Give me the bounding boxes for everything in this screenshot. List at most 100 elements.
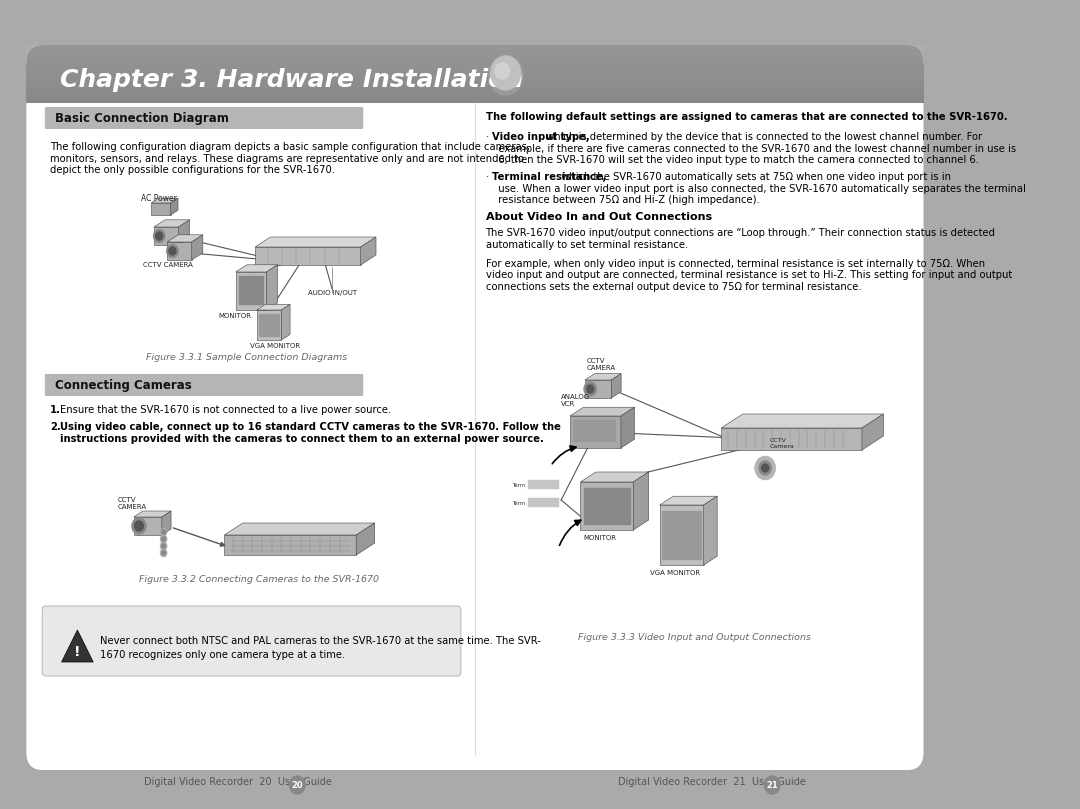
Circle shape <box>162 544 165 548</box>
Polygon shape <box>611 374 621 398</box>
FancyBboxPatch shape <box>26 82 923 83</box>
Polygon shape <box>660 496 717 505</box>
Circle shape <box>759 461 771 475</box>
FancyBboxPatch shape <box>26 61 923 62</box>
FancyBboxPatch shape <box>26 66 923 67</box>
Polygon shape <box>235 265 278 272</box>
Text: 20: 20 <box>292 781 303 790</box>
Text: 1670 recognizes only one camera type at a time.: 1670 recognizes only one camera type at … <box>100 650 346 660</box>
Circle shape <box>488 55 524 95</box>
FancyBboxPatch shape <box>45 374 363 396</box>
FancyBboxPatch shape <box>26 71 923 72</box>
FancyBboxPatch shape <box>26 77 923 78</box>
Circle shape <box>584 382 596 396</box>
FancyBboxPatch shape <box>26 47 923 48</box>
Text: Figure 3.3.2 Connecting Cameras to the SVR-1670: Figure 3.3.2 Connecting Cameras to the S… <box>139 575 379 584</box>
Text: ·: · <box>486 132 491 142</box>
FancyBboxPatch shape <box>26 55 923 56</box>
Circle shape <box>289 776 306 794</box>
Text: ·: · <box>486 172 491 182</box>
Text: Digital Video Recorder  21  User Guide: Digital Video Recorder 21 User Guide <box>619 777 807 787</box>
Text: automatically to set terminal resistance.: automatically to set terminal resistance… <box>486 239 688 249</box>
Text: Ensure that the SVR-1670 is not connected to a live power source.: Ensure that the SVR-1670 is not connecte… <box>59 405 391 415</box>
Polygon shape <box>171 198 178 215</box>
FancyBboxPatch shape <box>26 46 923 47</box>
Polygon shape <box>570 416 621 448</box>
FancyBboxPatch shape <box>26 49 923 50</box>
Polygon shape <box>721 414 883 428</box>
Text: The SVR-1670 video input/output connections are “Loop through.” Their connection: The SVR-1670 video input/output connecti… <box>486 228 996 238</box>
FancyBboxPatch shape <box>26 50 923 51</box>
Text: resistance between 75Ω and Hi-Z (high impedance).: resistance between 75Ω and Hi-Z (high im… <box>491 195 759 205</box>
Polygon shape <box>704 496 717 565</box>
FancyBboxPatch shape <box>26 76 923 77</box>
Polygon shape <box>235 272 267 310</box>
FancyBboxPatch shape <box>26 79 923 80</box>
Circle shape <box>132 518 146 534</box>
Polygon shape <box>585 374 621 380</box>
FancyBboxPatch shape <box>45 107 363 129</box>
Polygon shape <box>151 203 171 215</box>
Polygon shape <box>580 472 649 482</box>
FancyBboxPatch shape <box>26 92 923 93</box>
Circle shape <box>160 542 167 550</box>
Text: Term: Term <box>512 501 525 506</box>
FancyBboxPatch shape <box>26 72 923 73</box>
Circle shape <box>160 549 167 557</box>
FancyBboxPatch shape <box>26 60 923 61</box>
FancyBboxPatch shape <box>26 93 923 94</box>
Text: CCTV
CAMERA: CCTV CAMERA <box>586 358 616 371</box>
Polygon shape <box>134 517 162 535</box>
Polygon shape <box>282 304 291 340</box>
Text: !: ! <box>75 645 81 659</box>
Polygon shape <box>225 523 375 535</box>
Polygon shape <box>721 428 862 450</box>
Text: Digital Video Recorder  20  User Guide: Digital Video Recorder 20 User Guide <box>144 777 332 787</box>
Bar <box>528 480 558 489</box>
Text: Figure 3.3.3 Video Input and Output Connections: Figure 3.3.3 Video Input and Output Conn… <box>578 633 811 642</box>
FancyBboxPatch shape <box>26 45 923 770</box>
Text: For example, when only video input is connected, terminal resistance is set inte: For example, when only video input is co… <box>486 259 985 269</box>
Text: Connecting Cameras: Connecting Cameras <box>54 379 191 392</box>
Text: VGA MONITOR: VGA MONITOR <box>650 570 701 576</box>
FancyBboxPatch shape <box>26 83 923 84</box>
Polygon shape <box>167 242 192 260</box>
FancyBboxPatch shape <box>26 70 923 71</box>
Polygon shape <box>255 247 361 265</box>
Polygon shape <box>134 511 171 517</box>
Text: Terminal resistance,: Terminal resistance, <box>491 172 606 182</box>
Text: The following configuration diagram depicts a basic sample configuration that in: The following configuration diagram depi… <box>50 142 530 152</box>
FancyBboxPatch shape <box>26 57 923 58</box>
Circle shape <box>162 537 165 541</box>
Bar <box>573 420 616 442</box>
FancyBboxPatch shape <box>26 68 923 69</box>
FancyBboxPatch shape <box>26 86 923 87</box>
Circle shape <box>166 244 178 258</box>
FancyBboxPatch shape <box>26 75 923 76</box>
FancyBboxPatch shape <box>26 90 923 91</box>
Polygon shape <box>255 237 376 247</box>
FancyBboxPatch shape <box>26 80 923 81</box>
Polygon shape <box>151 198 178 203</box>
FancyBboxPatch shape <box>26 87 923 88</box>
Polygon shape <box>178 220 190 245</box>
Polygon shape <box>154 220 190 227</box>
Text: 2.: 2. <box>50 422 60 432</box>
Circle shape <box>490 56 521 90</box>
Text: Figure 3.3.1 Sample Connection Diagrams: Figure 3.3.1 Sample Connection Diagrams <box>146 353 347 362</box>
Text: Video input type,: Video input type, <box>491 132 590 142</box>
Text: connections sets the external output device to 75Ω for terminal resistance.: connections sets the external output dev… <box>486 282 861 292</box>
Text: Basic Connection Diagram: Basic Connection Diagram <box>54 112 228 125</box>
FancyBboxPatch shape <box>26 52 923 53</box>
Polygon shape <box>660 505 704 565</box>
Text: AUDIO IN/OUT: AUDIO IN/OUT <box>308 290 357 296</box>
FancyBboxPatch shape <box>26 84 923 85</box>
Circle shape <box>761 464 769 472</box>
FancyBboxPatch shape <box>26 58 923 59</box>
Polygon shape <box>192 235 203 260</box>
FancyBboxPatch shape <box>26 63 923 64</box>
FancyBboxPatch shape <box>26 89 923 90</box>
FancyBboxPatch shape <box>26 69 923 70</box>
Text: Chapter 3. Hardware Installation: Chapter 3. Hardware Installation <box>59 68 523 92</box>
Text: Term: Term <box>512 482 525 488</box>
